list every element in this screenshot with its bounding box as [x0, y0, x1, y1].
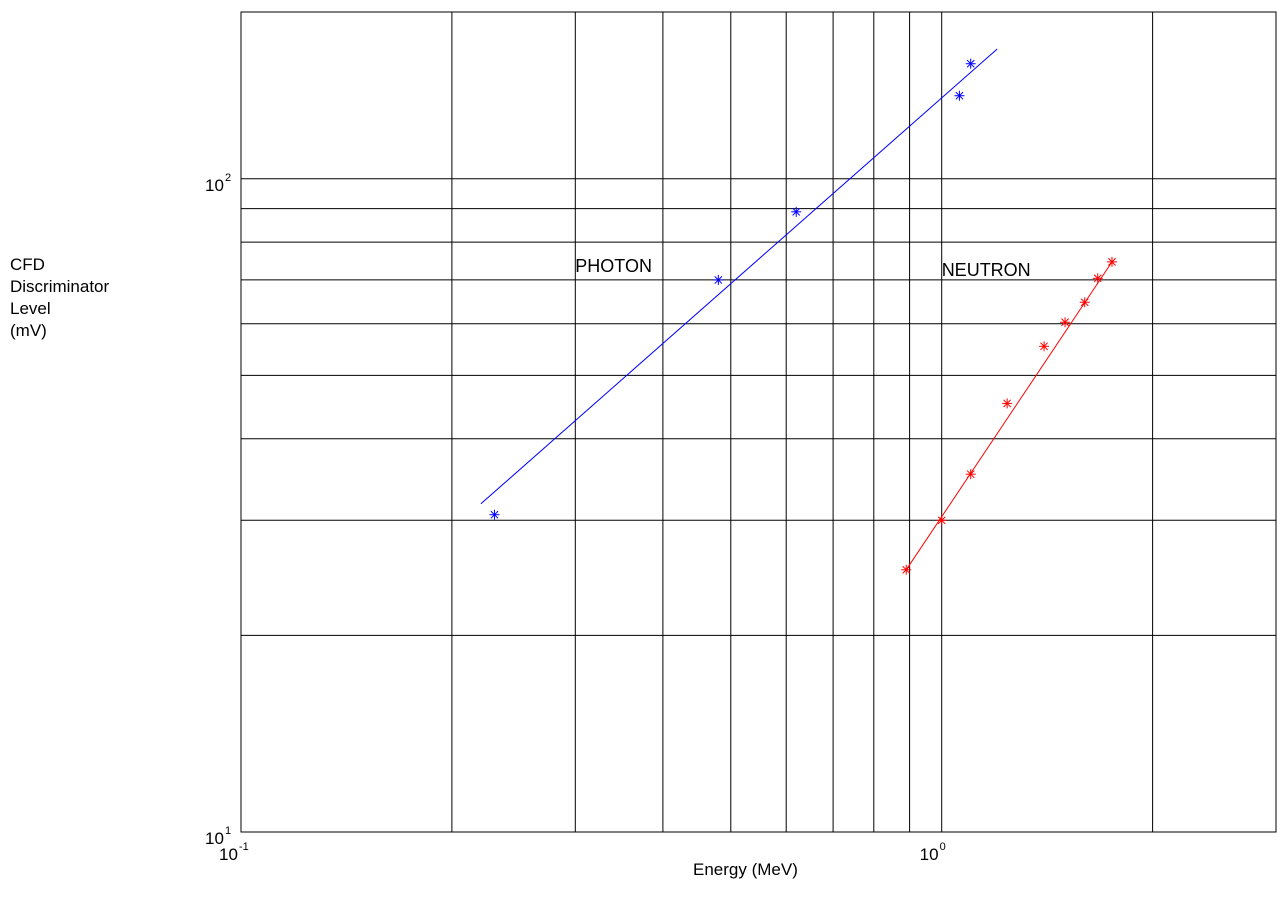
data-point [713, 274, 724, 285]
data-point [791, 206, 802, 217]
svg-text:10: 10 [219, 845, 238, 864]
annotation-label: NEUTRON [942, 260, 1031, 280]
grid-layer [241, 12, 1276, 832]
data-point [1106, 256, 1117, 267]
series-0 [480, 48, 998, 520]
annotation-label: PHOTON [575, 256, 652, 276]
y-tick-label: 10 1 [205, 825, 231, 848]
data-point [489, 509, 500, 520]
data-point [936, 515, 947, 526]
series-layer [480, 48, 1117, 575]
x-axis-label: Energy (MeV) [693, 860, 798, 879]
data-point [965, 58, 976, 69]
data-point [1092, 273, 1103, 284]
data-point [954, 90, 965, 101]
data-point [1079, 297, 1090, 308]
svg-text:10: 10 [205, 829, 224, 848]
fit-line [480, 48, 998, 505]
plot-area [240, 11, 1277, 833]
y-axis-label-line-3: Level [10, 299, 51, 318]
svg-text:0: 0 [940, 841, 946, 853]
y-tick-label: 10 2 [205, 172, 231, 195]
data-point [1039, 341, 1050, 352]
y-axis-label-line-4: (mV) [10, 321, 47, 340]
data-point [901, 564, 912, 575]
annotations: PHOTON NEUTRON [575, 256, 1030, 280]
svg-text:2: 2 [225, 172, 231, 184]
data-point [965, 469, 976, 480]
series-1 [901, 256, 1117, 575]
data-point [1060, 317, 1071, 328]
x-tick-label: 10 0 [920, 841, 946, 864]
svg-text:-1: -1 [239, 841, 249, 853]
y-axis-label: CFD Discriminator Level (mV) [10, 254, 109, 342]
svg-text:1: 1 [225, 825, 231, 837]
svg-text:10: 10 [920, 845, 939, 864]
svg-text:10: 10 [205, 176, 224, 195]
y-axis-label-line-2: Discriminator [10, 277, 110, 296]
x-tick-label: 10 -1 [219, 841, 249, 864]
y-axis-label-line-1: CFD [10, 255, 45, 274]
data-point [1002, 398, 1013, 409]
